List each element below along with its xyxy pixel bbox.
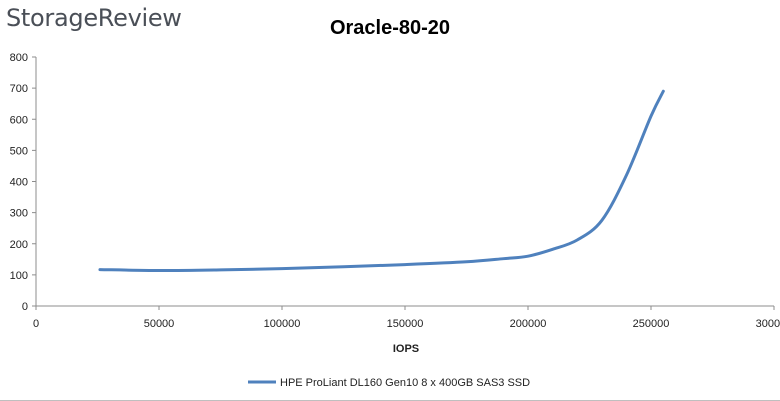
legend: HPE ProLiant DL160 Gen10 8 x 400GB SAS3 …: [248, 377, 530, 389]
series-line: [98, 89, 665, 273]
x-tick-label: 100000: [264, 318, 301, 330]
y-tick-label: 500: [10, 145, 28, 157]
x-tick-label: 150000: [387, 318, 424, 330]
y-tick-label: 100: [10, 270, 28, 282]
storagereview-logo: StorageReview: [6, 4, 182, 32]
y-tick-label: 400: [10, 177, 28, 189]
y-tick-label: 700: [10, 83, 28, 95]
y-tick-label: 200: [10, 239, 28, 251]
chart-title: Oracle-80-20: [330, 17, 450, 39]
y-tick-label: 600: [10, 114, 28, 126]
legend-label: HPE ProLiant DL160 Gen10 8 x 400GB SAS3 …: [280, 377, 530, 389]
series-group: [98, 89, 665, 273]
x-tick-label: 300000: [756, 318, 780, 330]
x-tick-label: 200000: [510, 318, 547, 330]
y-tick-label: 300: [10, 208, 28, 220]
x-tick-label: 50000: [144, 318, 175, 330]
y-axis-ticks: 0 100 200 300 400 500 600 700 800: [10, 52, 36, 313]
x-tick-label: 250000: [633, 318, 670, 330]
y-tick-label: 0: [22, 301, 28, 313]
y-tick-label: 800: [10, 52, 28, 64]
x-tick-label: 0: [33, 318, 39, 330]
x-axis-ticks: 0 50000 100000 150000 200000 250000 300000: [33, 306, 780, 330]
x-axis-label: IOPS: [393, 343, 419, 355]
